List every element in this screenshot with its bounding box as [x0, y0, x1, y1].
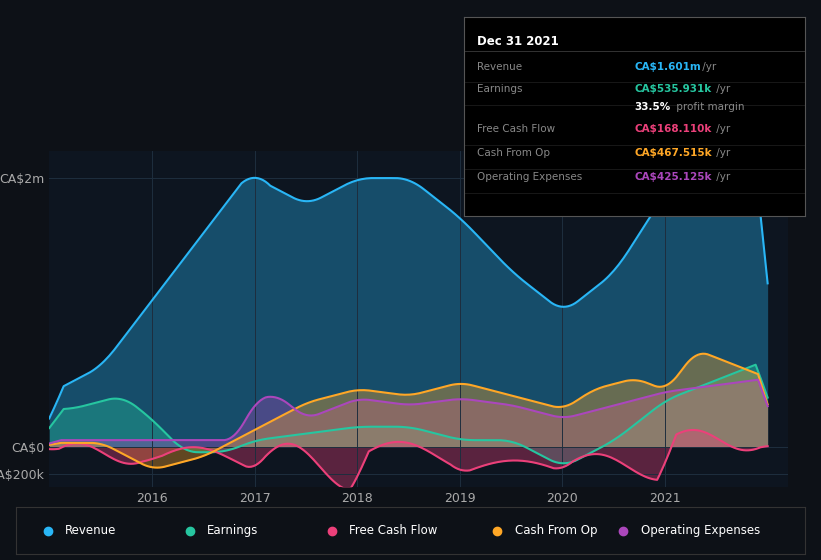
Text: Cash From Op: Cash From Op	[478, 148, 551, 158]
Text: Earnings: Earnings	[207, 524, 259, 537]
Text: 33.5%: 33.5%	[635, 102, 671, 112]
Text: /yr: /yr	[699, 62, 716, 72]
Text: /yr: /yr	[713, 148, 730, 158]
Text: /yr: /yr	[713, 172, 730, 182]
Text: CA$467.515k: CA$467.515k	[635, 148, 712, 158]
Text: profit margin: profit margin	[673, 102, 745, 112]
Text: Revenue: Revenue	[66, 524, 117, 537]
Text: CA$425.125k: CA$425.125k	[635, 172, 712, 182]
Text: /yr: /yr	[713, 124, 730, 134]
Text: Operating Expenses: Operating Expenses	[640, 524, 760, 537]
Text: Earnings: Earnings	[478, 85, 523, 95]
Text: CA$168.110k: CA$168.110k	[635, 124, 712, 134]
Text: CA$535.931k: CA$535.931k	[635, 85, 712, 95]
Text: Free Cash Flow: Free Cash Flow	[349, 524, 438, 537]
Text: Cash From Op: Cash From Op	[515, 524, 597, 537]
Text: Free Cash Flow: Free Cash Flow	[478, 124, 556, 134]
Text: Operating Expenses: Operating Expenses	[478, 172, 583, 182]
Text: /yr: /yr	[713, 85, 730, 95]
Text: Revenue: Revenue	[478, 62, 523, 72]
Text: CA$1.601m: CA$1.601m	[635, 62, 701, 72]
Text: Dec 31 2021: Dec 31 2021	[478, 35, 559, 48]
